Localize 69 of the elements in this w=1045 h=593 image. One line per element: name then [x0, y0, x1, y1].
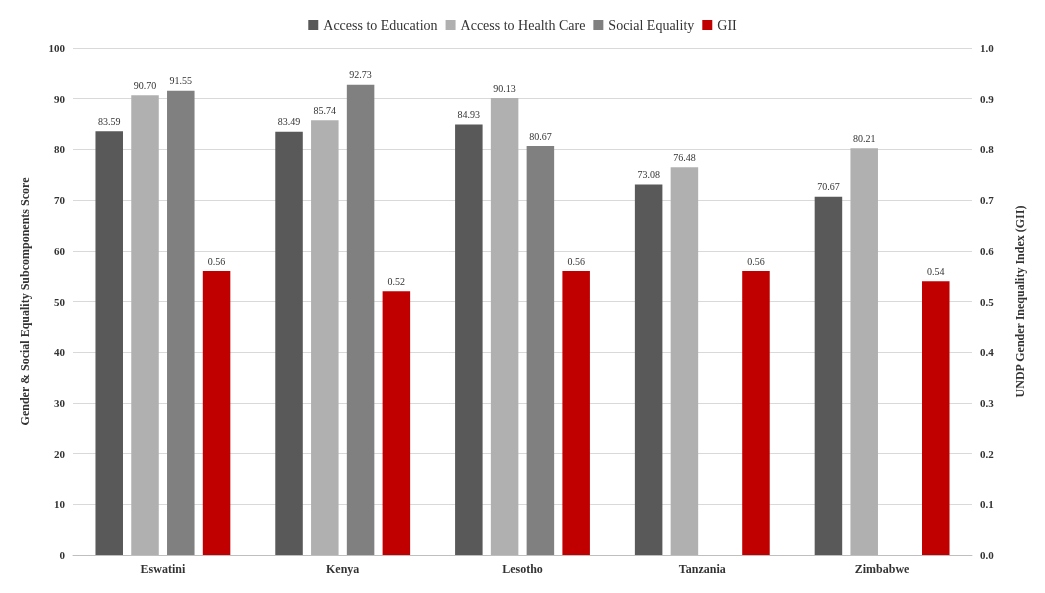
data-label: 76.48 — [673, 151, 696, 163]
data-label: 83.59 — [97, 115, 121, 127]
bar — [131, 95, 159, 555]
y2-tick-label: 0.9 — [980, 92, 995, 105]
data-label: 0.56 — [747, 255, 765, 267]
x-tick-label: Tanzania — [678, 562, 726, 576]
y-tick-label: 100 — [48, 42, 66, 54]
bar — [346, 84, 375, 555]
bar — [382, 291, 411, 555]
bar — [814, 196, 843, 555]
legend-label: Access to Education — [323, 17, 438, 33]
x-tick-label: Kenya — [326, 562, 360, 576]
y2-tick-label: 0.4 — [980, 346, 995, 359]
data-label: 90.70 — [133, 79, 157, 91]
bar — [850, 148, 878, 555]
bar — [922, 281, 950, 555]
y2-tick-label: 0.3 — [980, 396, 995, 409]
bar — [202, 271, 231, 555]
y2-tick-label: 0.7 — [980, 194, 995, 207]
bar — [634, 184, 663, 555]
bar — [562, 271, 590, 555]
bar — [311, 120, 339, 555]
data-label: 0.54 — [927, 265, 945, 277]
data-label: 90.13 — [493, 82, 516, 94]
data-label: 80.21 — [852, 132, 876, 144]
legend-label: Access to Health Care — [460, 17, 586, 33]
y-tick-label: 90 — [54, 92, 66, 105]
x-tick-label: Eswatini — [140, 562, 186, 576]
data-label: 73.08 — [637, 168, 660, 180]
y-axis-title: Gender & Social Equality Subcomponents Score — [18, 176, 32, 426]
y2-tick-label: 0.1 — [980, 498, 994, 511]
y2-tick-label: 0.8 — [980, 143, 995, 156]
bar — [95, 131, 123, 555]
y-tick-label: 50 — [54, 295, 66, 308]
y-tick-label: 0 — [59, 549, 66, 561]
data-label: 83.49 — [277, 116, 301, 128]
y2-tick-label: 0.6 — [980, 244, 995, 257]
y2-tick-label: 1.0 — [980, 42, 995, 54]
y-tick-label: 10 — [54, 498, 66, 511]
data-label: 0.56 — [207, 255, 226, 267]
bar — [670, 167, 699, 555]
y-tick-label: 20 — [54, 447, 66, 460]
legend-label: Social Equality — [608, 17, 695, 33]
y-tick-label: 70 — [54, 194, 66, 207]
bar — [455, 124, 483, 555]
y2-axis-title: UNDP Gender Inequality Index (GII) — [1013, 205, 1027, 398]
y-tick-label: 40 — [54, 346, 66, 359]
data-label: 70.67 — [817, 181, 840, 193]
y2-tick-label: 0.2 — [980, 447, 995, 460]
bar — [742, 271, 770, 555]
y-tick-label: 30 — [54, 396, 66, 409]
data-label: 84.93 — [457, 108, 481, 120]
data-label: 0.52 — [387, 275, 406, 287]
y2-tick-label: 0.5 — [980, 295, 995, 308]
data-label: 92.73 — [349, 69, 372, 81]
bar — [526, 146, 555, 555]
x-tick-label: Lesotho — [502, 562, 543, 576]
bar — [490, 98, 519, 555]
y2-tick-label: 0.0 — [980, 549, 995, 561]
data-label: 85.74 — [313, 104, 337, 116]
legend-label: GII — [717, 17, 738, 33]
data-label: 0.56 — [567, 255, 585, 267]
y-tick-label: 60 — [54, 244, 66, 257]
y-tick-label: 80 — [54, 143, 66, 156]
data-label: 80.67 — [529, 130, 552, 142]
bar — [167, 90, 195, 555]
x-tick-label: Zimbabwe — [854, 562, 911, 576]
bar — [275, 131, 303, 555]
data-label: 91.55 — [169, 75, 193, 87]
